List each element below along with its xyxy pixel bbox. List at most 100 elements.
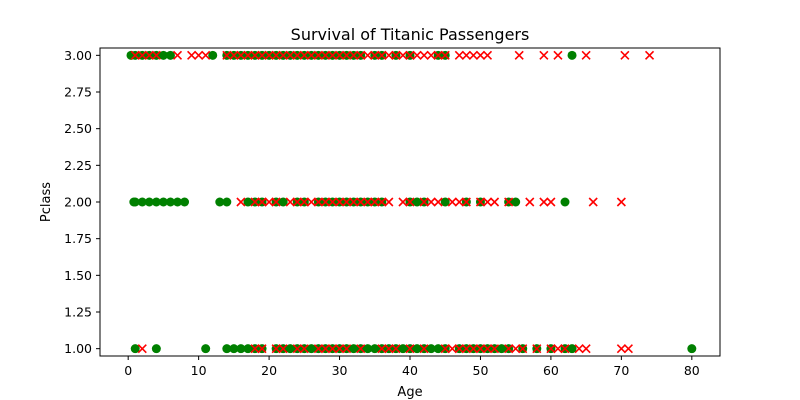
died-point: [433, 50, 443, 60]
died-point: [306, 50, 316, 60]
survived-point: [222, 344, 232, 354]
died-point: [342, 50, 352, 60]
x-tick-label: 80: [684, 363, 700, 378]
died-point: [363, 197, 373, 207]
died-point: [616, 344, 626, 354]
died-point: [271, 50, 281, 60]
y-tick-label: 2.25: [64, 158, 92, 173]
died-point: [250, 344, 260, 354]
x-tick-label: 60: [543, 363, 559, 378]
died-point: [440, 50, 450, 60]
died-point: [405, 50, 415, 60]
died-point: [461, 344, 471, 354]
died-point: [313, 50, 323, 60]
died-point: [588, 197, 598, 207]
survived-point: [215, 197, 225, 207]
x-axis-label: Age: [397, 385, 422, 400]
died-point: [461, 50, 471, 60]
died-point: [504, 197, 514, 207]
died-point: [342, 197, 352, 207]
died-point: [391, 50, 401, 60]
died-point: [419, 197, 429, 207]
died-point: [349, 50, 359, 60]
died-point: [482, 197, 493, 207]
died-point: [257, 197, 267, 207]
died-point: [489, 197, 500, 207]
died-point: [285, 50, 295, 60]
survived-point: [130, 197, 140, 207]
plot-frame: [99, 47, 721, 357]
died-point: [426, 50, 436, 60]
died-point: [144, 50, 154, 60]
x-tick-label: 20: [261, 363, 277, 378]
died-point: [320, 197, 331, 207]
died-point: [370, 197, 380, 207]
y-tick-label: 3.00: [64, 48, 92, 63]
died-point: [334, 50, 345, 60]
y-tick-label: 1.25: [64, 305, 92, 320]
survived-point: [433, 344, 443, 354]
died-point: [250, 50, 260, 60]
died-point: [320, 344, 331, 354]
died-point: [405, 344, 415, 354]
died-point: [447, 197, 457, 207]
died-point: [236, 197, 246, 207]
died-point: [292, 197, 302, 207]
died-point: [342, 344, 352, 354]
survived-point: [130, 344, 140, 354]
y-tick-label: 1.50: [64, 268, 92, 283]
died-point: [553, 50, 563, 60]
survived-point: [158, 197, 168, 207]
died-point: [644, 50, 655, 60]
survived-point: [560, 197, 570, 207]
died-point: [222, 50, 232, 60]
survived-point: [278, 197, 288, 207]
died-point: [257, 50, 267, 60]
y-tick-label: 2.00: [64, 195, 92, 210]
died-point: [334, 344, 345, 354]
x-tick-label: 30: [332, 363, 348, 378]
died-point: [243, 50, 253, 60]
died-point: [285, 197, 295, 207]
died-point: [454, 197, 464, 207]
died-point: [264, 197, 274, 207]
died-point: [525, 197, 535, 207]
died-point: [278, 344, 288, 354]
died-point: [623, 344, 633, 354]
died-point: [539, 50, 549, 60]
died-point: [384, 344, 394, 354]
died-point: [489, 344, 500, 354]
died-point: [384, 197, 394, 207]
died-point: [201, 50, 211, 60]
died-point: [468, 344, 478, 354]
died-point: [426, 197, 436, 207]
died-point: [553, 344, 563, 354]
survived-point: [426, 344, 436, 354]
died-point: [398, 197, 408, 207]
died-point: [454, 344, 464, 354]
died-point: [278, 50, 288, 60]
plot-marks: [126, 50, 697, 354]
survived-point: [144, 197, 154, 207]
survived-point: [370, 344, 380, 354]
survived-point: [412, 344, 422, 354]
died-point: [313, 197, 323, 207]
died-point: [356, 197, 366, 207]
died-point: [475, 50, 486, 60]
died-point: [313, 344, 323, 354]
died-point: [334, 197, 345, 207]
died-point: [620, 50, 630, 60]
died-point: [581, 50, 591, 60]
died-point: [363, 50, 373, 60]
died-point: [327, 197, 338, 207]
survived-point: [511, 197, 521, 207]
died-point: [616, 197, 626, 207]
survived-point: [229, 344, 239, 354]
died-point: [320, 50, 331, 60]
survived-point: [151, 344, 161, 354]
died-point: [327, 344, 338, 354]
died-point: [574, 344, 584, 354]
died-point: [391, 344, 401, 354]
survived-point: [165, 50, 175, 60]
died-point: [504, 344, 514, 354]
